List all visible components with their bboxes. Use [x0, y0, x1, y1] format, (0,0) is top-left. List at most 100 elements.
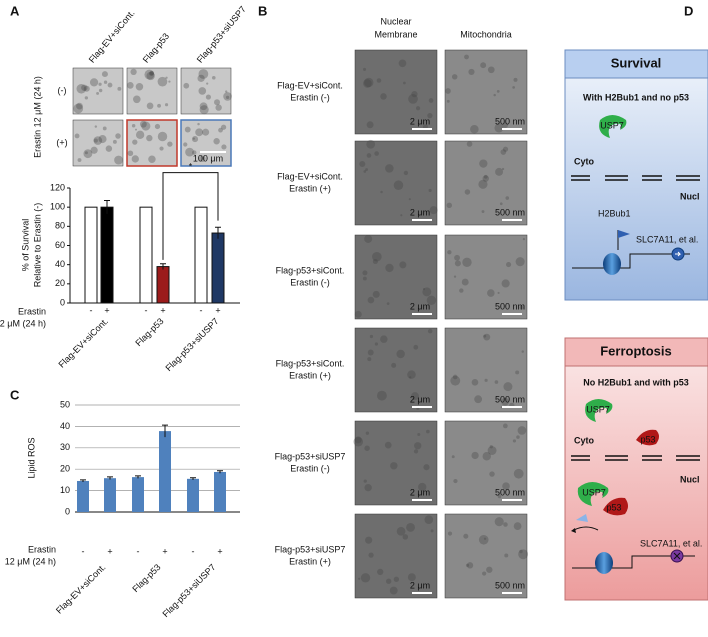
texture: [414, 442, 422, 450]
texture: [362, 276, 367, 281]
texture: [358, 577, 361, 580]
error-bar: [104, 199, 110, 214]
texture: [402, 534, 409, 540]
texture: [135, 82, 144, 91]
texture: [115, 133, 121, 139]
bar: [84, 206, 98, 304]
texture: [417, 432, 421, 436]
texture: [497, 494, 502, 499]
protein: p53: [640, 434, 655, 444]
bar: [194, 206, 208, 304]
texture: [374, 151, 379, 156]
column-label: Membrane: [374, 29, 417, 39]
y-tick-label: 30: [60, 442, 70, 452]
texture: [146, 102, 154, 110]
row-label: (-): [58, 85, 67, 95]
texture: [389, 586, 398, 595]
error-bar: [107, 476, 113, 480]
texture: [384, 441, 392, 449]
bar: [211, 232, 225, 304]
texture: [139, 120, 147, 128]
texture: [372, 258, 378, 265]
compartment: USP7: [582, 487, 606, 497]
texture: [354, 310, 362, 318]
texture: [133, 95, 141, 104]
column-label: Mitochondria: [460, 29, 512, 39]
panel-letter: B: [258, 3, 267, 18]
texture: [422, 288, 426, 291]
micrograph: [444, 140, 528, 226]
texture: [497, 291, 500, 295]
texture: [424, 515, 434, 524]
y-tick-label: 40: [55, 259, 65, 269]
row-label: Flag-p53+siCont.: [276, 265, 345, 275]
texture: [425, 429, 430, 434]
box-subtitle: No H2Bub1 and with p53: [583, 377, 689, 387]
texture: [478, 179, 488, 189]
texture: [494, 517, 504, 527]
texture: [501, 167, 505, 171]
texture: [408, 198, 411, 201]
texture: [480, 62, 487, 69]
texture: [146, 71, 155, 81]
texture: [101, 71, 108, 78]
texture: [192, 150, 197, 155]
texture: [521, 350, 524, 353]
texture: [451, 455, 455, 459]
group-label: Flag-p53+siUSP7: [160, 562, 217, 619]
protein: p53: [606, 502, 621, 512]
significance-mark: *: [189, 161, 193, 171]
texture: [411, 392, 420, 401]
texture: [502, 146, 509, 152]
texture: [428, 188, 432, 193]
texture: [89, 78, 99, 87]
texture: [199, 155, 206, 163]
y-tick-label: 50: [60, 399, 70, 409]
texture: [428, 98, 434, 103]
texture: [103, 80, 108, 84]
survival-box: [564, 49, 708, 301]
row-label: Erastin (-): [290, 92, 330, 102]
texture: [483, 537, 487, 540]
texture: [368, 552, 374, 558]
micrograph: [354, 140, 438, 226]
texture: [495, 167, 504, 176]
texture: [503, 522, 508, 527]
texture: [213, 138, 220, 145]
bar: [156, 266, 170, 304]
texture: [513, 522, 522, 530]
panel-letter: A: [10, 3, 20, 18]
micrograph: [444, 234, 528, 320]
texture: [165, 76, 168, 79]
texture: [426, 295, 437, 306]
texture: [130, 68, 137, 75]
y-axis-label: Relative to Erastin (-): [32, 203, 42, 288]
texture: [360, 573, 371, 583]
row-label: (+): [56, 137, 67, 147]
group-label: Flag-EV+siCont.: [54, 562, 108, 616]
mark-label: H2Bub1: [598, 208, 631, 218]
texture: [513, 468, 524, 479]
texture: [479, 159, 488, 168]
y-tick-label: 0: [65, 506, 70, 516]
texture: [364, 235, 373, 243]
texture: [505, 196, 510, 200]
texture: [468, 68, 475, 76]
texture: [512, 439, 517, 443]
x-tick-label: -: [200, 305, 203, 315]
column-label: Flag-EV+siCont.: [87, 8, 137, 65]
texture: [199, 102, 208, 111]
texture: [427, 328, 433, 334]
texture: [494, 380, 499, 384]
error-bar: [135, 475, 141, 479]
texture: [362, 270, 368, 276]
texture: [366, 139, 376, 149]
row-label: Flag-p53+siCont.: [276, 358, 345, 368]
texture: [501, 397, 510, 406]
texture: [376, 390, 387, 401]
texture: [132, 139, 138, 145]
texture: [112, 139, 117, 144]
y-tick-label: 120: [50, 182, 65, 192]
texture: [430, 529, 434, 533]
